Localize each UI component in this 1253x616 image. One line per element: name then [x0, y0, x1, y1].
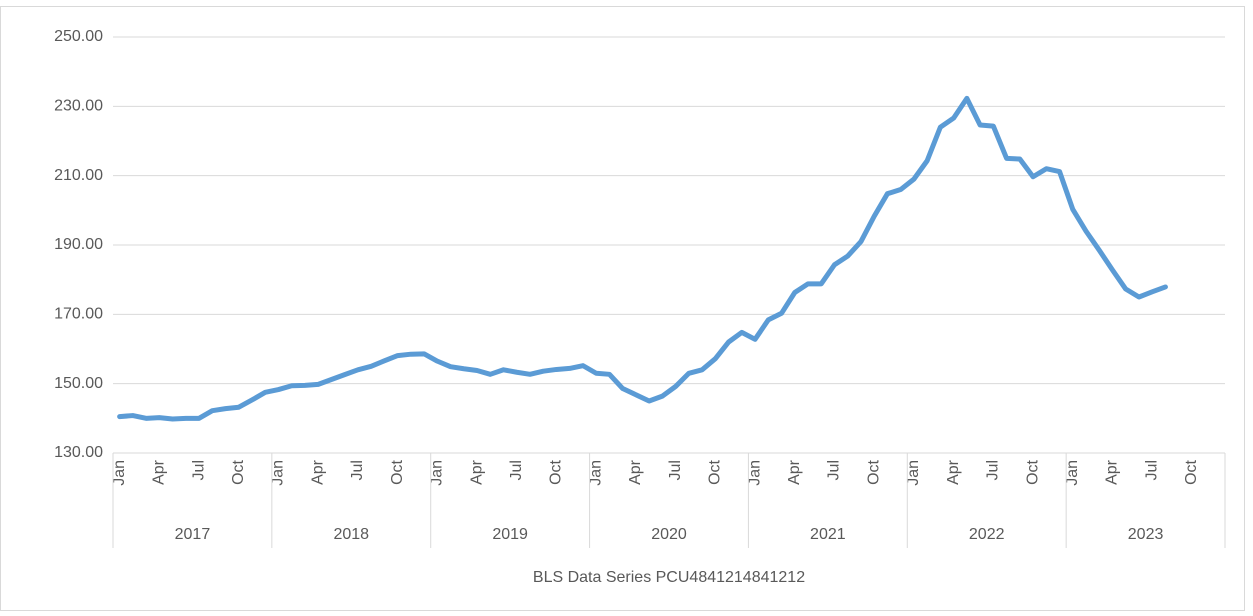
x-tick-label: Jul: [1143, 460, 1160, 480]
x-tick-label: Jul: [190, 460, 207, 480]
x-tick-label: Oct: [548, 459, 565, 484]
x-group-label: 2017: [175, 526, 211, 543]
x-group-label: 2018: [333, 526, 369, 543]
y-tick-label: 130.00: [54, 444, 103, 461]
x-tick-label: Oct: [1183, 459, 1200, 484]
x-tick-label: Apr: [1104, 459, 1121, 485]
x-tick-label: Jan: [905, 460, 922, 486]
x-tick-label: Jul: [985, 460, 1002, 480]
x-tick-label: Apr: [945, 459, 962, 485]
y-tick-label: 170.00: [54, 306, 103, 323]
x-tick-label: Oct: [389, 459, 406, 484]
data-line: [117, 95, 1168, 422]
x-group-label: 2023: [1128, 526, 1164, 543]
x-group-label: 2022: [969, 526, 1005, 543]
y-tick-label: 230.00: [54, 98, 103, 115]
x-tick-label: Jul: [508, 460, 525, 480]
x-tick-label: Jul: [349, 460, 366, 480]
x-tick-label: Apr: [468, 459, 485, 485]
x-tick-label: Oct: [707, 459, 724, 484]
x-tick-label: Jan: [1064, 460, 1081, 486]
x-tick-label: Apr: [627, 459, 644, 485]
y-tick-label: 210.00: [54, 167, 103, 184]
x-tick-label: Oct: [865, 459, 882, 484]
x-group-label: 2021: [810, 526, 846, 543]
y-tick-label: 250.00: [54, 28, 103, 45]
x-tick-label: Jan: [111, 460, 128, 486]
x-tick-label: Jul: [667, 460, 684, 480]
x-tick-label: Apr: [151, 459, 168, 485]
x-tick-label: Jan: [587, 460, 604, 486]
x-group-label: 2019: [492, 526, 528, 543]
x-tick-label: Apr: [786, 459, 803, 485]
x-tick-label: Apr: [309, 459, 326, 485]
x-tick-label: Jan: [429, 460, 446, 486]
x-axis-title: BLS Data Series PCU4841214841212: [533, 569, 805, 586]
x-tick-label: Oct: [230, 459, 247, 484]
y-tick-label: 150.00: [54, 375, 103, 392]
x-tick-label: Jan: [270, 460, 287, 486]
chart-frame: [0, 6, 1245, 611]
x-tick-label: Oct: [1024, 459, 1041, 484]
x-group-label: 2020: [651, 526, 687, 543]
y-tick-label: 190.00: [54, 236, 103, 253]
x-tick-label: Jan: [746, 460, 763, 486]
x-tick-label: Jul: [826, 460, 843, 480]
